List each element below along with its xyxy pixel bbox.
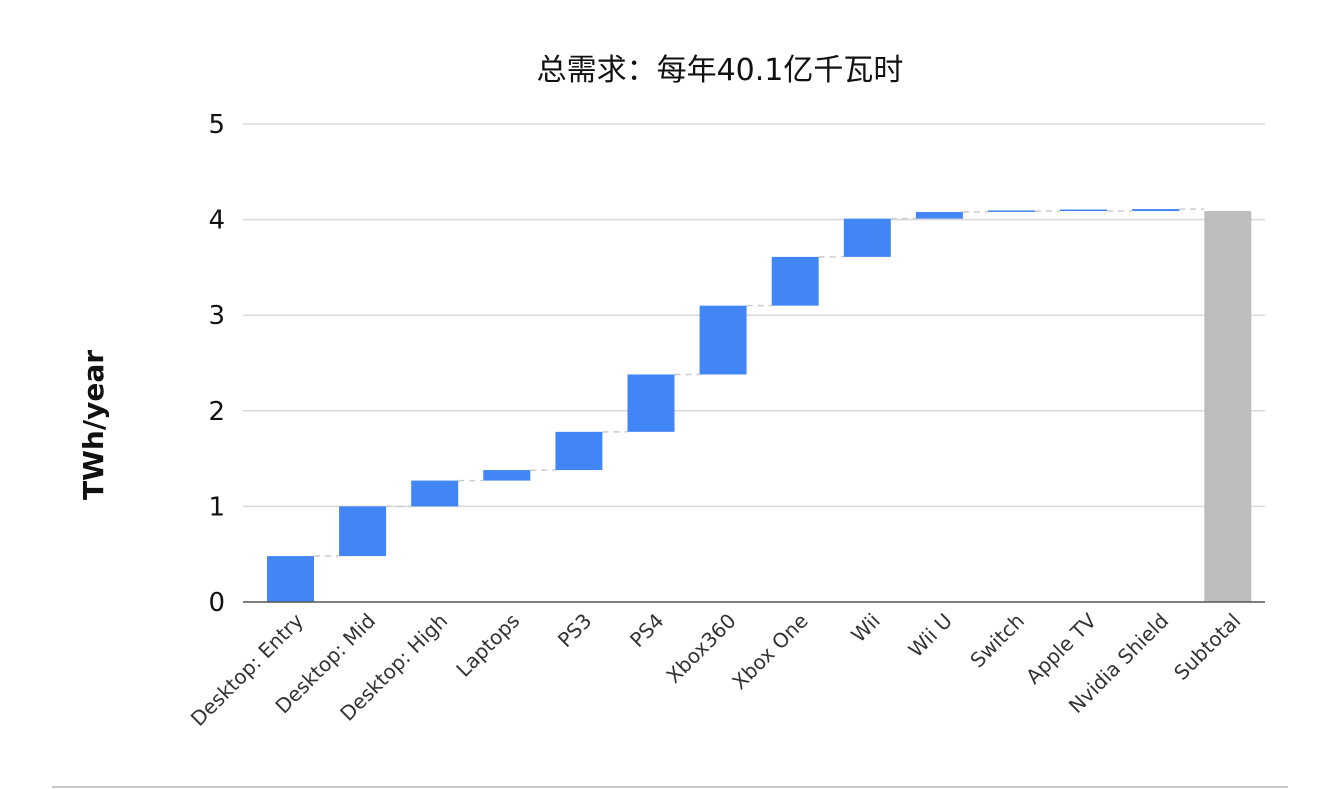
connectors [314, 208, 1205, 557]
bar [339, 506, 387, 557]
x-tick-label: PS3 [553, 609, 596, 652]
bar [267, 556, 314, 602]
gridlines [243, 123, 1265, 508]
bar [699, 305, 747, 375]
bar [915, 211, 963, 219]
bar [627, 374, 675, 432]
x-tick-label: Xbox One [727, 609, 813, 695]
y-tick-labels: 0 1 2 3 4 5 [208, 110, 225, 618]
bar [555, 431, 603, 471]
x-tick-label: Wii U [904, 609, 957, 662]
bar [411, 480, 459, 507]
y-tick-label: 4 [208, 206, 225, 236]
bar [1132, 209, 1180, 211]
bar-subtotal [1204, 210, 1252, 602]
bar [843, 218, 891, 257]
x-tick-label: PS4 [625, 609, 668, 652]
x-tick-label: Wii [846, 609, 885, 648]
bar [988, 210, 1035, 212]
y-tick-label: 5 [208, 110, 225, 140]
y-tick-label: 2 [208, 397, 225, 427]
x-tick-label: Switch [965, 609, 1029, 673]
bar [771, 256, 819, 306]
chart-title: 总需求：每年40.1亿千瓦时 [537, 53, 904, 88]
x-tick-label: Laptops [451, 609, 524, 682]
y-tick-label: 1 [208, 492, 225, 522]
y-tick-label: 0 [208, 588, 225, 618]
bar [1060, 209, 1108, 211]
x-tick-label: Subtotal [1169, 609, 1245, 685]
bars [267, 209, 1252, 602]
y-tick-label: 3 [208, 301, 225, 331]
footer-divider [52, 786, 1288, 788]
bar [483, 470, 531, 481]
y-axis-label: TWh/year [77, 350, 110, 500]
